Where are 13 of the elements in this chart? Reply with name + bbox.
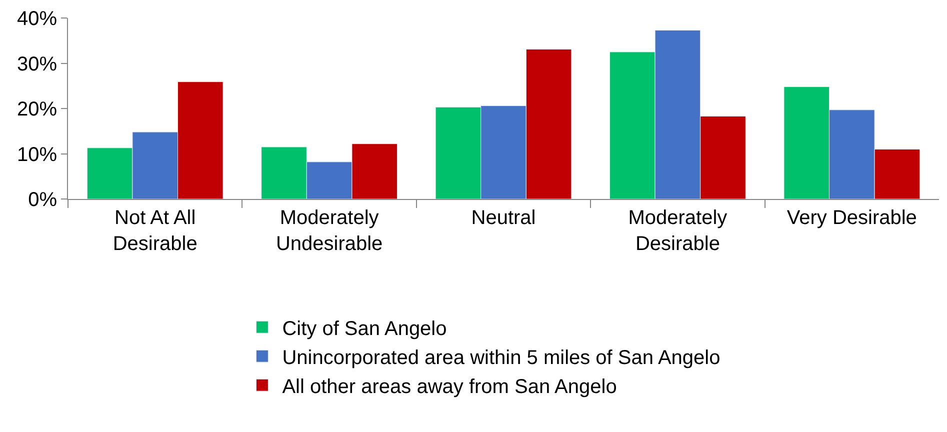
legend-label: All other areas away from San Angelo <box>282 376 617 398</box>
x-tick-label: Neutral <box>471 207 536 229</box>
x-tick-label: Moderately Desirable <box>628 207 728 255</box>
x-tick-label: Very Desirable <box>786 207 917 229</box>
y-tick-label: 20% <box>16 98 58 120</box>
x-tick-label: Moderately Undesirable <box>276 207 383 255</box>
x-tick-label: Not At All Desirable <box>112 207 198 255</box>
legend-label: Unincorporated area within 5 miles of San Angelo <box>282 346 720 369</box>
y-tick-label: 40% <box>16 8 58 30</box>
y-tick-label: 10% <box>16 144 58 166</box>
y-tick-label: 0% <box>28 189 58 211</box>
y-tick-label: 30% <box>16 53 58 76</box>
legend-label: City of San Angelo <box>282 318 447 340</box>
